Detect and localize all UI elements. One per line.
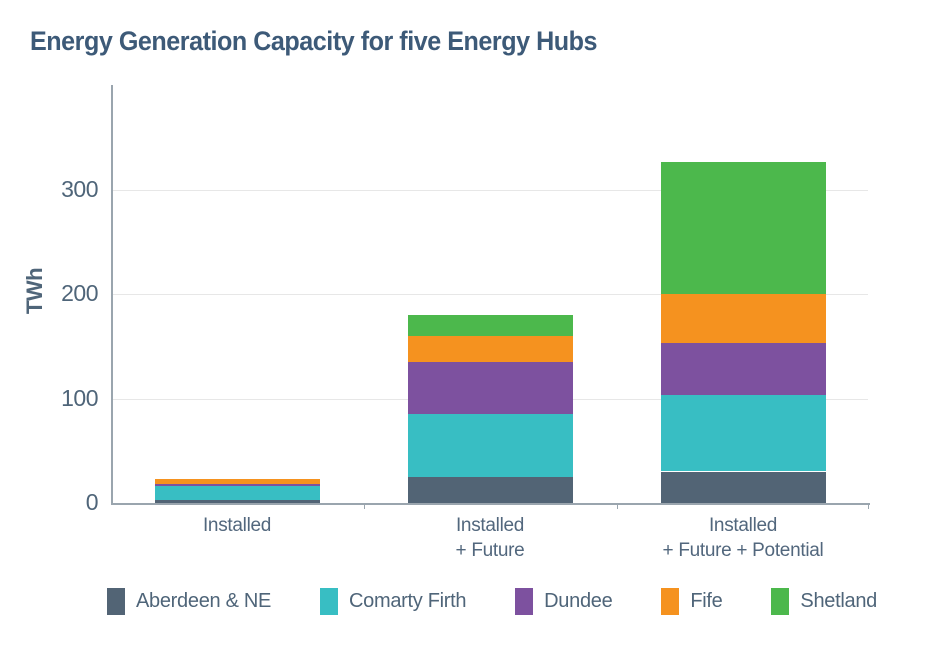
bar-segment-comarty-firth-cat0 bbox=[155, 486, 320, 500]
x-category-label-0: Installed bbox=[87, 513, 387, 538]
legend-swatch-icon bbox=[320, 588, 338, 615]
x-category-label-line: Installed bbox=[455, 515, 525, 536]
legend-swatch-icon bbox=[771, 588, 790, 615]
legend-item-aberdeen-ne: Aberdeen & NE bbox=[107, 588, 271, 615]
x-category-label-line: Installed bbox=[202, 515, 272, 536]
bar-segment-shetland-cat1 bbox=[408, 315, 573, 336]
chart-title: Energy Generation Capacity for five Ener… bbox=[30, 26, 597, 56]
bar-segment-dundee-cat2 bbox=[661, 343, 826, 395]
bar-segment-comarty-firth-cat2 bbox=[661, 395, 826, 471]
legend-label: Aberdeen & NE bbox=[136, 590, 272, 612]
bar-segment-comarty-firth-cat1 bbox=[408, 414, 573, 477]
y-tick-label-300: 300 bbox=[61, 176, 98, 202]
legend-label: Fife bbox=[690, 590, 723, 612]
y-tick-label-100: 100 bbox=[61, 385, 98, 411]
bar-segment-fife-cat2 bbox=[661, 294, 826, 343]
legend-swatch-icon bbox=[515, 588, 534, 615]
x-category-label-line: + Future + Potential bbox=[662, 540, 824, 561]
x-axis-tick-0 bbox=[364, 503, 365, 509]
bar-segment-dundee-cat1 bbox=[408, 362, 573, 414]
x-category-label-line: + Future bbox=[455, 540, 525, 561]
legend-label: Comarty Firth bbox=[349, 590, 467, 612]
x-axis-tick-1 bbox=[617, 503, 618, 509]
y-tick-label-200: 200 bbox=[61, 280, 98, 306]
bar-segment-aberdeen-ne-cat1 bbox=[408, 477, 573, 503]
gridline-300 bbox=[111, 190, 868, 191]
legend-swatch-icon bbox=[107, 588, 125, 615]
bar-segment-shetland-cat2 bbox=[661, 162, 826, 294]
legend-item-shetland: Shetland bbox=[771, 588, 877, 615]
legend-label: Shetland bbox=[800, 590, 877, 612]
legend-item-dundee: Dundee bbox=[515, 588, 613, 615]
x-axis bbox=[111, 503, 870, 505]
legend-label: Dundee bbox=[544, 590, 613, 612]
gridline-200 bbox=[111, 294, 868, 295]
bar-segment-fife-cat1 bbox=[408, 336, 573, 362]
y-tick-label-0: 0 bbox=[85, 489, 99, 515]
y-axis bbox=[111, 85, 113, 505]
bar-segment-dundee-cat0 bbox=[155, 484, 320, 486]
x-category-label-line: Installed bbox=[708, 515, 778, 536]
x-category-label-1: Installed + Future bbox=[340, 513, 640, 563]
bar-segment-fife-cat0 bbox=[155, 479, 320, 484]
bar-segment-aberdeen-ne-cat2 bbox=[661, 472, 826, 503]
legend-item-fife: Fife bbox=[661, 588, 723, 615]
bar-segment-aberdeen-ne-cat0 bbox=[155, 500, 320, 503]
legend-swatch-icon bbox=[661, 588, 680, 615]
x-category-label-2: Installed + Future + Potential bbox=[593, 513, 893, 563]
legend: Aberdeen & NE Comarty Firth Dundee Fife Shet… bbox=[107, 588, 877, 615]
legend-item-comarty-firth: Comarty Firth bbox=[320, 588, 467, 615]
x-axis-tick-2 bbox=[868, 503, 869, 509]
